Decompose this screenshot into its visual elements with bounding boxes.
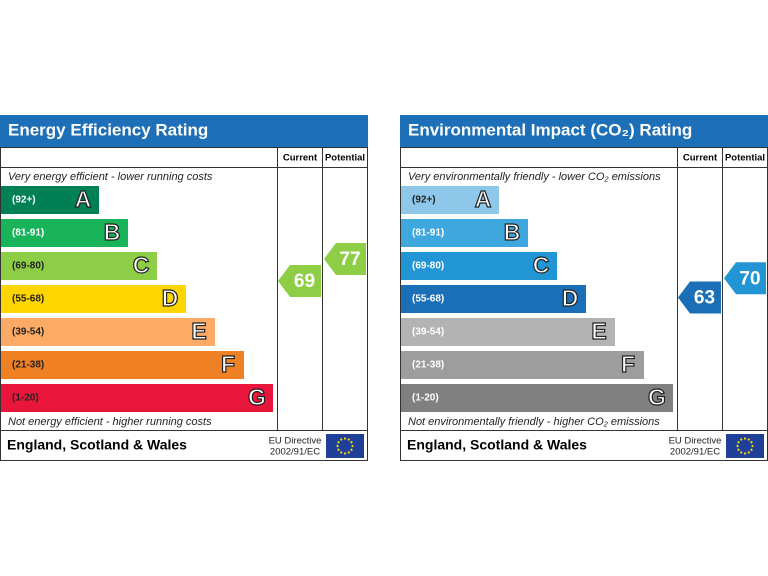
band-letter: C [533, 252, 550, 278]
region: England, Scotland & Wales [407, 437, 587, 453]
header-bar [400, 115, 768, 147]
top-note: Very environmentally friendly - lower CO… [408, 171, 661, 183]
band-range: (39-54) [12, 327, 44, 338]
rating-band [401, 285, 586, 313]
rating-band [401, 351, 644, 379]
rating-band [1, 219, 128, 247]
panel-title: Energy Efficiency Rating [8, 120, 208, 139]
band-range: (21-38) [412, 360, 444, 371]
top-note: Very energy efficient - lower running co… [8, 171, 213, 183]
flag-star [743, 452, 747, 455]
column-header: Current [683, 153, 718, 164]
bottom-note: Not energy efficient - higher running co… [8, 416, 212, 428]
directive: 2002/91/EC [670, 447, 720, 458]
current-rating: 63 [694, 288, 715, 309]
rating-band [1, 186, 99, 214]
flag-star [350, 441, 353, 444]
flag-star [743, 437, 747, 440]
flag-star [347, 438, 350, 441]
rating-band [1, 285, 186, 313]
band-letter: D [562, 285, 579, 311]
band-range: (39-54) [412, 327, 444, 338]
band-range: (69-80) [12, 261, 44, 272]
current-rating: 69 [294, 271, 315, 292]
epc-panel: Energy Efficiency Rating Current Potential… [0, 115, 368, 461]
flag-star [737, 448, 740, 451]
band-letter: F [621, 351, 635, 377]
rating-band [1, 351, 244, 379]
flag-star [751, 444, 754, 448]
flag-star [351, 444, 354, 448]
band-range: (1-20) [412, 393, 439, 404]
flag-star [336, 444, 339, 448]
band-letter: F [221, 351, 235, 377]
directive: EU Directive [269, 436, 322, 447]
potential-arrow [724, 262, 766, 295]
band-range: (1-20) [12, 393, 39, 404]
band-range: (55-68) [12, 294, 44, 305]
band-letter: A [475, 186, 492, 212]
potential-arrow [324, 243, 366, 275]
flag-star [343, 452, 347, 455]
band-range: (21-38) [12, 360, 44, 371]
directive: 2002/91/EC [270, 447, 320, 458]
flag-star [740, 438, 743, 441]
flag-star [337, 441, 340, 444]
band-range: (81-91) [12, 228, 44, 239]
flag-star [343, 437, 347, 440]
flag-star [337, 448, 340, 451]
flag-star [750, 448, 753, 451]
band-letter: C [133, 252, 150, 278]
band-range: (69-80) [412, 261, 444, 272]
band-letter: B [104, 219, 121, 245]
rating-band [401, 252, 557, 280]
rating-band [1, 252, 157, 280]
band-range: (92+) [412, 195, 436, 206]
band-letter: D [162, 285, 179, 311]
epc-panel: Environmental Impact (CO₂) Rating Current… [400, 115, 768, 461]
rating-band [401, 384, 673, 412]
flag-star [340, 438, 343, 441]
band-letter: G [648, 384, 666, 410]
potential-rating: 77 [339, 249, 360, 270]
band-range: (92+) [12, 195, 36, 206]
flag-star [736, 444, 739, 448]
column-header: Potential [325, 153, 365, 164]
frame [0, 147, 368, 461]
flag-star [347, 451, 350, 454]
column-header: Potential [725, 153, 765, 164]
flag-star [750, 441, 753, 444]
directive: EU Directive [669, 436, 722, 447]
rating-band [401, 186, 499, 214]
column-header: Current [283, 153, 318, 164]
flag-star [350, 448, 353, 451]
flag-star [737, 441, 740, 444]
band-letter: G [248, 384, 266, 410]
region: England, Scotland & Wales [7, 437, 187, 453]
band-letter: E [191, 318, 206, 344]
band-letter: E [591, 318, 606, 344]
bottom-note: Not environmentally friendly - higher CO… [408, 416, 660, 428]
current-arrow [678, 281, 721, 314]
potential-rating: 70 [739, 268, 760, 289]
flag-star [747, 451, 750, 454]
band-range: (81-91) [412, 228, 444, 239]
panel-title: Environmental Impact (CO₂) Rating [408, 120, 692, 139]
flag-star [747, 438, 750, 441]
band-letter: A [75, 186, 92, 212]
band-letter: B [504, 219, 521, 245]
header-bar [0, 115, 368, 147]
rating-band [1, 318, 215, 346]
band-range: (55-68) [412, 294, 444, 305]
current-arrow [278, 265, 321, 297]
flag-star [340, 451, 343, 454]
flag-star [740, 451, 743, 454]
rating-band [401, 318, 615, 346]
rating-band [1, 384, 273, 412]
rating-band [401, 219, 528, 247]
